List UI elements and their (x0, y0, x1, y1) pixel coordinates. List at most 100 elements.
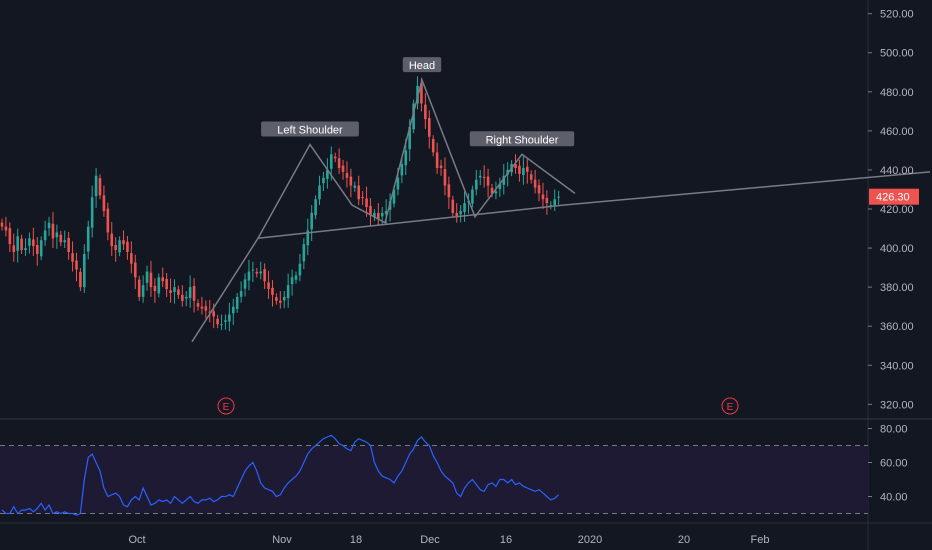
pattern-drawings[interactable]: Left Shoulder Head Right Shoulder (191, 57, 931, 343)
candle-body (545, 198, 549, 204)
candle-body (392, 189, 396, 204)
candle-body (32, 239, 35, 247)
left-shoulder-label[interactable]: Left Shoulder (261, 121, 359, 137)
candle-body (431, 139, 435, 153)
candle-body (165, 278, 168, 290)
rsi-tick-label: 60.00 (880, 458, 908, 470)
candle-body (141, 285, 145, 297)
neckline-extension[interactable] (562, 171, 931, 206)
price-tick-label: 320.00 (880, 399, 914, 411)
time-tick-label: Oct (128, 534, 145, 546)
pattern-label-text: Right Shoulder (486, 134, 559, 146)
candle-body (471, 189, 474, 204)
candle-body (553, 199, 557, 206)
candle-body (145, 271, 149, 283)
price-tick-label: 480.00 (880, 87, 914, 99)
price-tick-label: 460.00 (880, 126, 914, 138)
candle-body (267, 282, 270, 290)
candle-body (153, 285, 157, 292)
candle-body (51, 223, 55, 239)
candle-body (404, 150, 408, 166)
candle-body (43, 230, 47, 241)
rsi-panel: 80.00 60.00 40.00 (0, 424, 908, 516)
candle-body (16, 236, 19, 251)
candle-body (384, 210, 388, 215)
candle-body (408, 126, 411, 150)
candle-body (541, 194, 545, 200)
price-tick-label: 340.00 (880, 360, 914, 372)
candle-body (290, 277, 294, 285)
candle-body (302, 244, 306, 262)
time-tick-label: 18 (350, 534, 362, 546)
candle-body (192, 285, 196, 301)
candle-body (208, 311, 212, 313)
candle-body (380, 212, 384, 217)
candle-body (83, 253, 86, 288)
candle-body (86, 226, 90, 252)
earnings-marker-text: E (223, 402, 230, 413)
candle-body (55, 232, 59, 238)
time-tick-label: Dec (420, 534, 440, 546)
candle-body (420, 83, 423, 104)
candle-body (435, 152, 439, 168)
candle-body (326, 169, 329, 179)
candle-body (184, 296, 188, 299)
price-tick-label: 440.00 (880, 165, 914, 177)
candle-body (279, 300, 282, 303)
candle-body (98, 178, 102, 196)
candle-body (71, 253, 74, 262)
candle-body (47, 222, 51, 229)
candle-body (75, 260, 78, 270)
candle-body (525, 166, 529, 172)
candle-body (514, 164, 517, 168)
candle-body (8, 228, 12, 245)
candle-body (130, 253, 133, 264)
head-label[interactable]: Head (402, 57, 442, 73)
candle-body (110, 233, 114, 247)
candle-body (502, 175, 506, 185)
candle-body (157, 277, 161, 294)
candle-body (231, 306, 235, 314)
neckline[interactable] (257, 204, 564, 240)
earnings-marker[interactable]: E (721, 397, 739, 415)
candle-body (137, 279, 141, 297)
rsi-line (1, 434, 560, 516)
price-tick-label: 500.00 (880, 48, 914, 60)
last-price-badge-background (869, 188, 919, 205)
candle-body (24, 248, 27, 251)
candle-body (494, 191, 498, 194)
candle-body (224, 320, 227, 322)
candle-body (294, 275, 298, 280)
candle-body (357, 185, 361, 200)
candle-body (102, 195, 106, 211)
candle-body (67, 237, 70, 252)
candle-body (306, 230, 310, 246)
candle-body (333, 156, 337, 159)
candle-body (345, 173, 349, 178)
candle-body (196, 303, 200, 307)
time-tick-label: 20 (678, 534, 690, 546)
candle-body (63, 240, 67, 243)
candle-body (20, 238, 23, 251)
head-and-shoulders-zigzag[interactable] (191, 77, 576, 343)
candle-body (12, 245, 16, 252)
rsi-band-background (0, 445, 868, 514)
candle-body (490, 187, 494, 194)
candle-body (90, 197, 94, 228)
pattern-label-background (402, 57, 442, 73)
candle-body (337, 158, 341, 168)
candle-body (518, 165, 521, 174)
right-shoulder-label[interactable]: Right Shoulder (469, 131, 575, 147)
pattern-label-background (469, 131, 575, 147)
candle-body (298, 263, 302, 276)
price-axis[interactable]: 520.00 500.00 480.00 460.00 440.00 420.00 400.… (868, 9, 919, 412)
earnings-marker[interactable]: E (217, 397, 235, 415)
candle-body (247, 271, 251, 281)
candle-body (478, 175, 482, 178)
time-axis[interactable]: Oct Nov 18 Dec 16 2020 20 Feb (128, 534, 769, 546)
candle-body (353, 185, 357, 188)
candle-body (439, 165, 443, 168)
candle-body (282, 296, 286, 301)
